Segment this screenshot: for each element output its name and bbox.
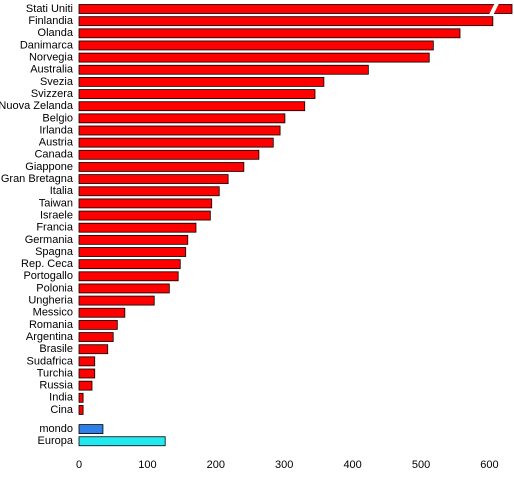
bar <box>78 174 229 185</box>
bar <box>78 405 84 415</box>
bar <box>78 295 155 306</box>
y-tick-label: Romania <box>29 319 74 331</box>
x-tick-label: 300 <box>275 459 293 471</box>
bar <box>78 307 126 318</box>
bar <box>78 77 325 87</box>
y-tick-label: mondo <box>39 423 73 435</box>
x-tick-label: 400 <box>343 459 361 471</box>
bar <box>78 344 109 355</box>
y-tick-label: Svezia <box>40 76 74 88</box>
bar <box>78 40 434 51</box>
bar <box>78 198 213 209</box>
y-tick-label: Olanda <box>38 27 74 39</box>
bar <box>78 368 96 379</box>
x-tick-label: 500 <box>412 459 430 471</box>
x-tick-label: 600 <box>480 459 498 471</box>
bar <box>78 16 494 27</box>
bar <box>78 64 369 75</box>
bar <box>78 332 114 342</box>
bar <box>78 186 220 197</box>
bar <box>78 52 430 63</box>
y-tick-label: Austria <box>39 137 74 149</box>
y-tick-label: Cina <box>50 404 74 416</box>
x-tick-label: 0 <box>76 459 82 471</box>
bar <box>78 137 274 148</box>
bar <box>78 4 513 14</box>
bar <box>78 283 170 294</box>
y-tick-label: Polonia <box>36 282 74 294</box>
axis-break <box>489 2 499 16</box>
x-tick-label: 200 <box>207 459 225 471</box>
y-tick-label: Turchia <box>37 367 74 379</box>
bar <box>78 210 211 221</box>
bar <box>78 162 245 172</box>
y-tick-label: Italia <box>50 185 74 197</box>
y-tick-label: Sudafrica <box>27 355 74 367</box>
y-tick-label: Russia <box>39 380 74 392</box>
y-tick-label: Messico <box>33 307 73 319</box>
y-tick-label: Europa <box>38 435 74 447</box>
y-tick-label: Brasile <box>39 343 73 355</box>
y-tick-label: Canada <box>34 149 73 161</box>
y-tick-label: Argentina <box>26 331 74 343</box>
bar <box>78 424 104 435</box>
bar <box>78 125 281 136</box>
y-tick-label: Danimarca <box>20 39 74 51</box>
bar <box>78 222 197 233</box>
x-tick-label: 100 <box>138 459 156 471</box>
bar <box>78 380 93 391</box>
y-tick-label: Francia <box>36 222 74 234</box>
y-tick-label: Taiwan <box>39 197 73 209</box>
bar <box>78 271 179 282</box>
y-tick-label: Portogallo <box>23 270 73 282</box>
y-tick-label: Norvegia <box>29 52 74 64</box>
bar <box>78 89 316 99</box>
y-tick-label: Finlandia <box>28 15 74 27</box>
bar <box>78 113 286 124</box>
y-tick-label: Irlanda <box>39 124 74 136</box>
bar <box>78 247 187 257</box>
bar <box>78 28 461 39</box>
y-tick-label: Australia <box>30 64 74 76</box>
bar <box>78 356 96 367</box>
y-tick-label: Nuova Zelanda <box>0 100 74 112</box>
y-tick-label: India <box>49 392 74 404</box>
bar <box>78 436 166 447</box>
y-tick-label: Spagna <box>35 246 74 258</box>
bar <box>78 259 181 270</box>
bar <box>78 392 84 403</box>
y-tick-label: Stati Uniti <box>26 3 73 15</box>
y-tick-label: Gran Bretagna <box>1 173 74 185</box>
y-tick-label: Belgio <box>42 112 73 124</box>
y-tick-label: Giappone <box>25 161 73 173</box>
y-tick-label: Israele <box>40 209 73 221</box>
y-tick-label: Rep. Ceca <box>21 258 74 270</box>
bar <box>78 149 260 160</box>
y-tick-label: Svizzera <box>31 88 74 100</box>
bar <box>78 101 306 112</box>
bar <box>78 234 189 245</box>
bar <box>78 319 118 330</box>
y-tick-label: Ungheria <box>28 295 74 307</box>
y-tick-label: Germania <box>25 234 74 246</box>
